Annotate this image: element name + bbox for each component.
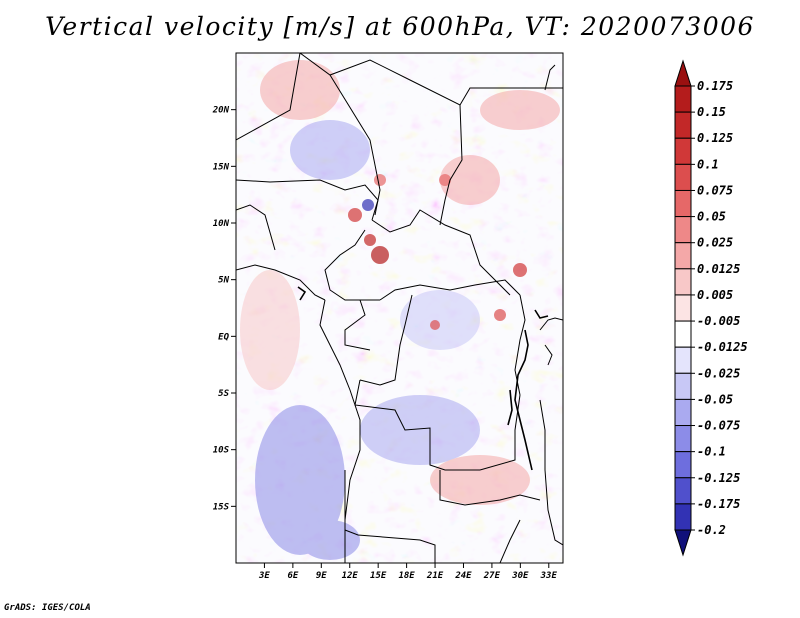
colorbar-segment	[674, 242, 692, 270]
colorbar-label: -0.05	[697, 392, 733, 406]
colorbar-label: -0.0125	[697, 340, 748, 354]
colorbar: 0.175 0.15 0.125 0.1 0.075 0.05 0.025 0.0125 0.0…	[674, 59, 748, 557]
colorbar-label: -0.125	[697, 471, 740, 485]
y-tick-label: 5N	[218, 276, 229, 286]
colorbar-segment	[674, 320, 692, 348]
y-tick-label: 5S	[218, 389, 229, 399]
colorbar-segment	[674, 503, 692, 531]
x-tick-label: 15E	[370, 571, 387, 581]
colorbar-segment	[674, 398, 692, 427]
y-tick-label: 20N	[212, 106, 230, 116]
colorbar-label: 0.05	[697, 210, 726, 224]
country-borders	[236, 53, 563, 563]
x-tick-label: 33E	[540, 571, 558, 581]
colorbar-label: 0.1	[697, 157, 719, 171]
colorbar-label: -0.075	[697, 419, 740, 433]
colorbar-segment	[674, 137, 692, 165]
x-tick-label: 24E	[454, 571, 472, 581]
colorbar-label: -0.1	[697, 445, 726, 459]
y-tick-label: 10N	[213, 219, 230, 229]
x-tick-label: 30E	[511, 571, 529, 581]
grads-credit: GrADS: IGES/COLA	[4, 603, 91, 613]
y-tick-label: 15S	[213, 502, 230, 512]
x-tick-label: 9E	[316, 571, 327, 581]
x-tick-label: 3E	[258, 571, 270, 581]
colorbar-label: -0.2	[697, 523, 726, 537]
colorbar-segment	[674, 294, 692, 322]
colorbar-label: 0.175	[697, 79, 733, 93]
colorbar-label: 0.15	[697, 105, 726, 119]
colorbar-segment	[674, 216, 692, 244]
x-tick-label: 21E	[426, 571, 444, 581]
strong-ascent-cells	[348, 174, 527, 330]
colorbar-label: 0.075	[697, 183, 733, 197]
y-tick-label: 15N	[213, 162, 230, 172]
colorbar-label: 0.0125	[697, 262, 740, 276]
colorbar-segment	[674, 451, 692, 479]
y-axis: 20N 15N 10N 5N EQ 5S 10S 15S	[212, 106, 236, 512]
colorbar-top-arrow	[674, 59, 692, 87]
colorbar-segment	[674, 85, 692, 113]
colorbar-segment	[674, 372, 692, 400]
colorbar-segment	[674, 163, 692, 191]
x-tick-label: 18E	[398, 571, 415, 581]
velocity-anomaly-patches	[240, 60, 560, 560]
map-plot-area	[236, 53, 563, 563]
colorbar-label: -0.025	[697, 366, 740, 380]
colorbar-segment	[674, 268, 692, 296]
x-tick-label: 6E	[287, 571, 298, 581]
colorbar-segment	[674, 477, 692, 505]
colorbar-segment	[674, 346, 692, 374]
colorbar-bottom-arrow	[674, 529, 692, 557]
colorbar-label: -0.005	[697, 314, 740, 328]
map-frame	[235, 52, 564, 564]
x-tick-label: 27E	[483, 571, 501, 581]
y-tick-label: EQ	[218, 332, 229, 342]
colorbar-segment	[674, 425, 692, 453]
colorbar-label: 0.025	[697, 236, 733, 250]
colorbar-label: 0.125	[697, 131, 733, 145]
y-tick-label: 10S	[213, 446, 230, 456]
map-title: Vertical velocity [m/s] at 600hPa, VT: 2…	[45, 12, 755, 41]
x-axis: 3E 6E 9E 12E 15E 18E 21E 24E 27E 30E 33E	[258, 563, 557, 581]
colorbar-label: 0.005	[697, 288, 733, 302]
colorbar-label: -0.175	[697, 497, 740, 511]
x-tick-label: 12E	[342, 571, 359, 581]
colorbar-segment	[674, 111, 692, 139]
lake-outlines	[297, 286, 549, 471]
colorbar-segment	[674, 189, 692, 218]
